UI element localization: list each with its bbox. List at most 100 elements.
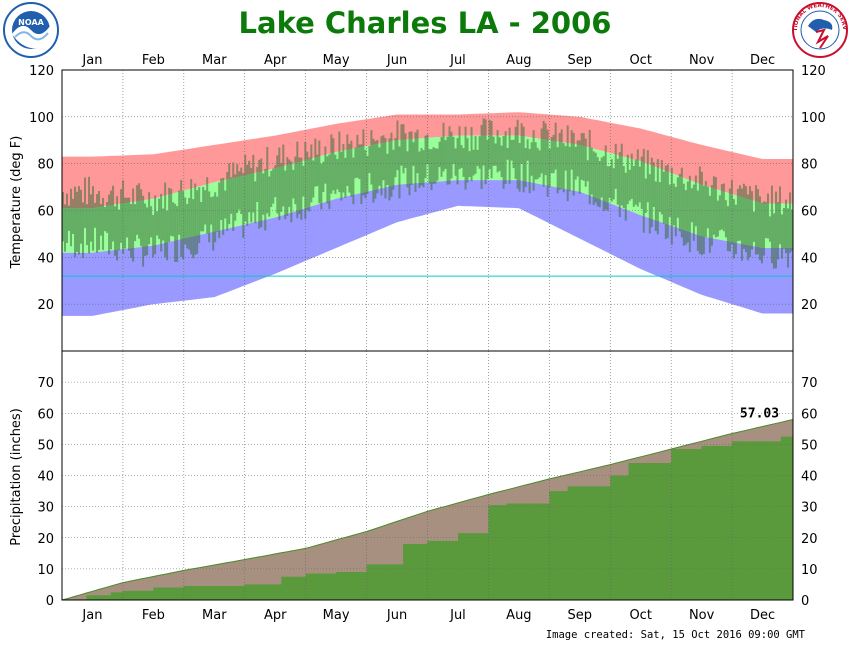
daily-temp-bar — [228, 163, 231, 225]
daily-temp-bar — [398, 146, 401, 199]
daily-temp-bar — [564, 146, 567, 171]
daily-temp-bar — [682, 183, 685, 246]
daily-temp-bar — [166, 210, 169, 261]
daily-temp-bar — [438, 141, 441, 168]
daily-temp-bar — [338, 131, 341, 193]
daily-temp-bar — [550, 137, 553, 174]
month-label-bottom: Dec — [750, 608, 775, 623]
temperature-ytick-right: 60 — [801, 205, 818, 220]
daily-temp-bar — [384, 138, 387, 199]
daily-temp-bar — [468, 151, 471, 177]
daily-temp-bar — [206, 177, 209, 234]
daily-temp-bar — [774, 191, 777, 269]
month-label-bottom: Sep — [568, 608, 593, 623]
daily-temp-bar — [270, 170, 273, 207]
daily-temp-bar — [436, 148, 439, 181]
daily-temp-bar — [632, 166, 635, 207]
daily-temp-bar — [634, 159, 637, 205]
daily-temp-bar — [280, 162, 283, 212]
daily-temp-bar — [722, 183, 725, 232]
month-label-bottom: Feb — [142, 608, 165, 623]
temperature-ytick-right: 120 — [801, 64, 826, 79]
daily-temp-bar — [114, 206, 117, 256]
daily-temp-bar — [84, 177, 87, 228]
precipitation-ytick-left: 30 — [37, 501, 54, 516]
precipitation-ytick-right: 30 — [801, 501, 818, 516]
daily-temp-bar — [138, 183, 141, 239]
daily-temp-bar — [238, 171, 241, 210]
daily-temp-bar — [540, 128, 543, 174]
image-created-footer: Image created: Sat, 15 Oct 2016 09:00 GM… — [546, 629, 806, 641]
daily-temp-bar — [188, 198, 191, 250]
daily-temp-bar — [690, 188, 693, 223]
daily-temp-bar — [710, 185, 713, 246]
month-label-top: Jan — [81, 53, 102, 68]
daily-temp-bar — [656, 159, 659, 235]
daily-temp-bar — [336, 159, 339, 190]
daily-temp-bar — [444, 140, 447, 169]
daily-temp-bar — [670, 167, 673, 245]
month-label-bottom: May — [323, 608, 350, 623]
daily-temp-bar — [340, 151, 343, 201]
temperature-yticks-left: 20 40 60 80 100 120 — [29, 64, 54, 313]
month-label-top: May — [323, 53, 350, 68]
daily-temp-bar — [752, 211, 755, 242]
daily-temp-bar — [522, 126, 525, 193]
daily-temp-bar — [698, 166, 701, 254]
daily-temp-bar — [642, 148, 645, 233]
daily-temp-bar — [94, 202, 97, 228]
daily-temp-bar — [454, 148, 457, 176]
daily-temp-bar — [298, 157, 301, 214]
daily-temp-bar — [92, 186, 95, 251]
daily-temp-bar — [312, 160, 315, 198]
daily-temp-bar — [626, 154, 629, 205]
month-label-top: Jun — [386, 53, 407, 68]
daily-temp-bar — [324, 146, 327, 184]
daily-temp-bar — [236, 164, 239, 213]
daily-temp-bar — [246, 164, 249, 226]
daily-temp-bar — [732, 199, 735, 259]
daily-temp-bar — [618, 152, 621, 218]
month-label-top: Feb — [142, 53, 165, 68]
daily-temp-bar — [142, 195, 145, 267]
precipitation-ytick-right: 10 — [801, 563, 818, 578]
daily-temp-bar — [572, 132, 575, 196]
daily-temp-bar — [414, 132, 417, 192]
precipitation-panel: 0 10 20 30 40 50 60 70 0 10 20 30 40 50 60 70 Jan Feb Ma… — [9, 350, 818, 623]
daily-temp-bar — [250, 168, 253, 223]
daily-temp-bar — [466, 138, 469, 183]
daily-temp-bar — [768, 216, 771, 242]
daily-temp-bar — [638, 166, 641, 203]
daily-temp-bar — [746, 194, 749, 261]
daily-temp-bar — [628, 169, 631, 201]
daily-temp-bar — [348, 143, 351, 193]
daily-temp-bar — [578, 140, 581, 194]
daily-temp-bar — [576, 140, 579, 177]
month-label-top: Aug — [506, 53, 531, 68]
temperature-ytick-left: 100 — [29, 111, 54, 126]
daily-temp-bar — [350, 140, 353, 197]
daily-temp-bar — [536, 147, 539, 180]
daily-temp-bar — [596, 157, 599, 207]
daily-temp-bar — [372, 138, 375, 203]
daily-temp-bar — [124, 197, 127, 249]
daily-temp-bar — [88, 176, 91, 254]
daily-temp-bar — [614, 143, 617, 189]
daily-temp-bar — [98, 191, 101, 250]
daily-temp-bar — [334, 154, 337, 194]
daily-temp-bar — [766, 193, 769, 239]
daily-temp-bar — [168, 187, 171, 242]
daily-temp-bar — [450, 131, 453, 179]
daily-temp-bar — [484, 119, 487, 185]
daily-temp-bar — [706, 186, 709, 229]
daily-temp-bar — [688, 175, 691, 253]
precipitation-ytick-right: 60 — [801, 407, 818, 422]
daily-temp-bar — [542, 120, 545, 187]
daily-temp-bar — [174, 203, 177, 262]
daily-temp-bar — [510, 139, 513, 161]
daily-temp-bar — [674, 186, 677, 237]
daily-temp-bar — [222, 178, 225, 235]
daily-temp-bar — [80, 189, 83, 244]
daily-temp-bar — [434, 148, 437, 184]
daily-temp-bar — [102, 197, 105, 250]
